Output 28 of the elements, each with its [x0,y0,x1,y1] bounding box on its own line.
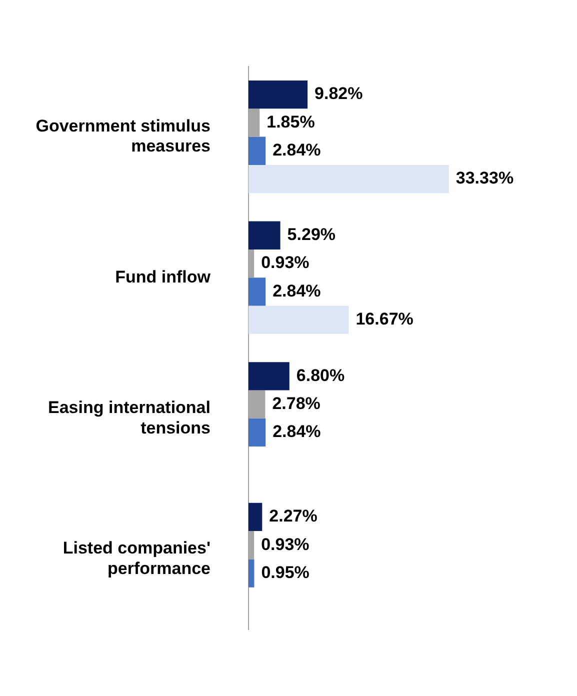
bar [248,164,449,194]
y-tick-label: Fund inflow [115,267,212,286]
data-label: 2.78% [272,394,320,414]
data-label: 2.27% [269,506,318,526]
data-label: 5.29% [287,225,336,244]
data-label: 6.80% [296,366,345,385]
data-label: 1.85% [266,112,315,132]
bar [248,221,280,250]
bar [248,306,349,334]
data-label: 0.93% [261,534,310,554]
y-tick-label: Easing international tensions [48,398,210,438]
data-label: 33.33% [456,168,514,188]
data-label: 2.84% [272,281,321,300]
bar [248,502,262,532]
data-label: 16.67% [356,310,414,329]
data-label: 9.82% [314,84,363,104]
data-label: 2.84% [272,422,321,442]
y-tick-label: Listed companies' performance [62,538,210,578]
bar [248,362,290,390]
data-label: 0.93% [261,253,310,272]
data-label: 2.84% [272,140,321,160]
bar [248,136,266,165]
bar [248,559,254,588]
data-label: 0.95% [261,562,310,582]
bar [248,278,266,306]
y-tick-label: Government stimulus measures [36,116,210,156]
bar [248,418,266,447]
bar [248,80,308,109]
